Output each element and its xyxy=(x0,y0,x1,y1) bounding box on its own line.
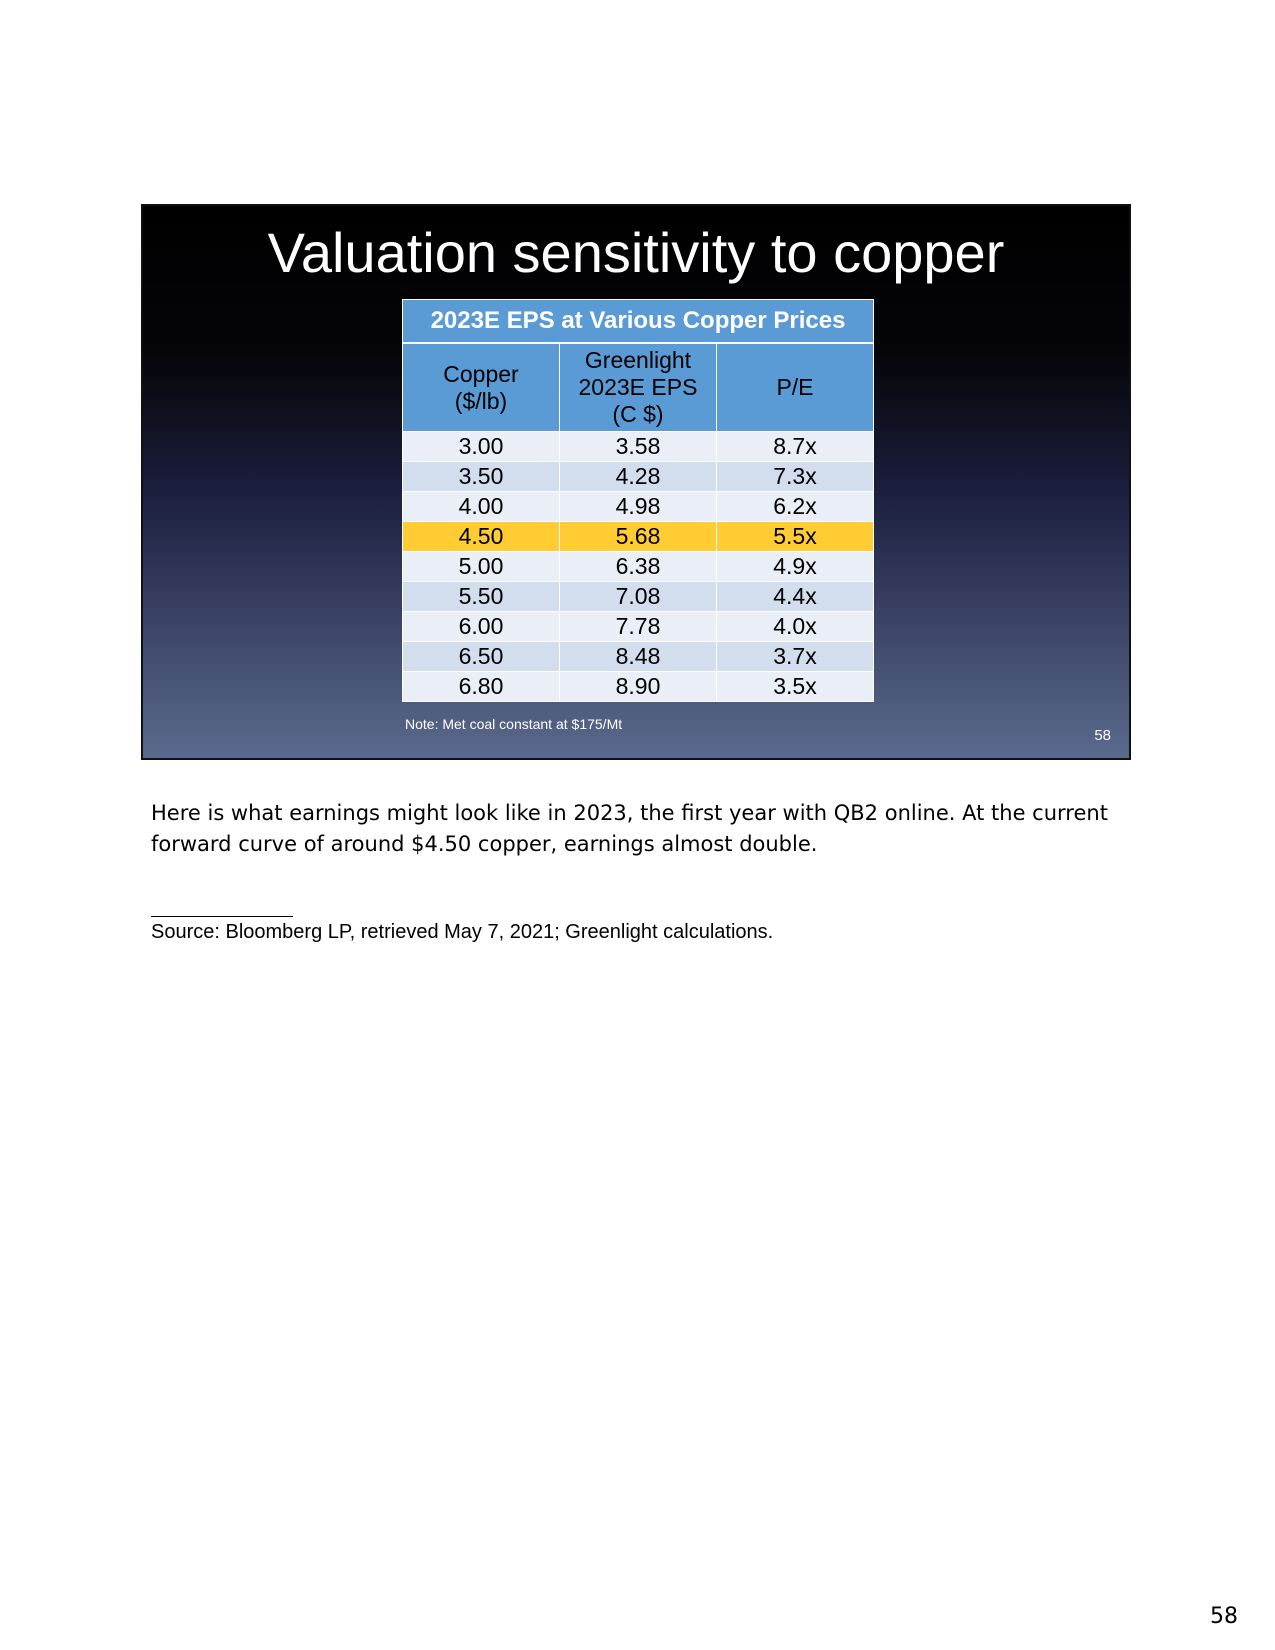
table-row: 3.50 4.28 7.3x xyxy=(402,461,874,492)
table-caption: 2023E EPS at Various Copper Prices xyxy=(402,299,874,344)
pe-cell: 6.2x xyxy=(716,491,874,522)
table-row-highlighted: 4.50 5.68 5.5x xyxy=(402,521,874,552)
pe-cell: 4.9x xyxy=(716,551,874,582)
source-footnote: Source: Bloomberg LP, retrieved May 7, 2… xyxy=(151,921,774,943)
page-number: 58 xyxy=(1210,1604,1238,1629)
slide-title: Valuation sensitivity to copper xyxy=(267,221,1005,284)
eps-cell: 7.78 xyxy=(558,611,718,642)
copper-cell: 4.50 xyxy=(402,521,560,552)
header-pe: P/E xyxy=(716,342,874,432)
eps-cell: 5.68 xyxy=(558,521,718,552)
pe-cell: 4.4x xyxy=(716,581,874,612)
header-eps-line3: (C $) xyxy=(612,401,664,427)
eps-sensitivity-table: 2023E EPS at Various Copper Prices Coppe… xyxy=(402,299,874,702)
copper-cell: 6.00 xyxy=(402,611,560,642)
copper-cell: 5.50 xyxy=(402,581,560,612)
copper-cell: 5.00 xyxy=(402,551,560,582)
eps-cell: 8.48 xyxy=(558,641,718,672)
slide: Valuation sensitivity to copper 2023E EP… xyxy=(141,204,1131,760)
commentary-text: Here is what earnings might look like in… xyxy=(151,801,1108,856)
copper-cell: 6.80 xyxy=(402,671,560,702)
pe-cell: 3.5x xyxy=(716,671,874,702)
table-row: 6.80 8.90 3.5x xyxy=(402,671,874,702)
header-eps: Greenlight 2023E EPS (C $) xyxy=(558,342,718,432)
eps-cell: 4.28 xyxy=(558,461,718,492)
pe-cell: 4.0x xyxy=(716,611,874,642)
eps-cell: 6.38 xyxy=(558,551,718,582)
footnote-divider xyxy=(151,916,293,917)
copper-cell: 6.50 xyxy=(402,641,560,672)
eps-cell: 3.58 xyxy=(558,431,718,462)
header-copper-line1: Copper xyxy=(443,360,519,387)
header-copper: Copper ($/lb) xyxy=(402,342,560,432)
table-row: 4.00 4.98 6.2x xyxy=(402,491,874,522)
slide-note: Note: Met coal constant at $175/Mt xyxy=(405,716,623,732)
eps-cell: 8.90 xyxy=(558,671,718,702)
copper-cell: 3.50 xyxy=(402,461,560,492)
header-eps-line1: Greenlight xyxy=(584,347,692,373)
pe-cell: 3.7x xyxy=(716,641,874,672)
eps-cell: 7.08 xyxy=(558,581,718,612)
copper-cell: 4.00 xyxy=(402,491,560,522)
table-row: 5.50 7.08 4.4x xyxy=(402,581,874,612)
table-row: 6.00 7.78 4.0x xyxy=(402,611,874,642)
copper-cell: 3.00 xyxy=(402,431,560,462)
header-copper-line2: ($/lb) xyxy=(454,387,508,414)
pe-cell: 7.3x xyxy=(716,461,874,492)
header-eps-line2: 2023E EPS xyxy=(578,374,698,400)
eps-cell: 4.98 xyxy=(558,491,718,522)
table-row: 5.00 6.38 4.9x xyxy=(402,551,874,582)
table-row: 3.00 3.58 8.7x xyxy=(402,431,874,462)
pe-cell: 8.7x xyxy=(716,431,874,462)
header-pe-line1: P/E xyxy=(776,374,814,400)
table-row: 6.50 8.48 3.7x xyxy=(402,641,874,672)
slide-number: 58 xyxy=(1094,727,1111,744)
pe-cell: 5.5x xyxy=(716,521,874,552)
